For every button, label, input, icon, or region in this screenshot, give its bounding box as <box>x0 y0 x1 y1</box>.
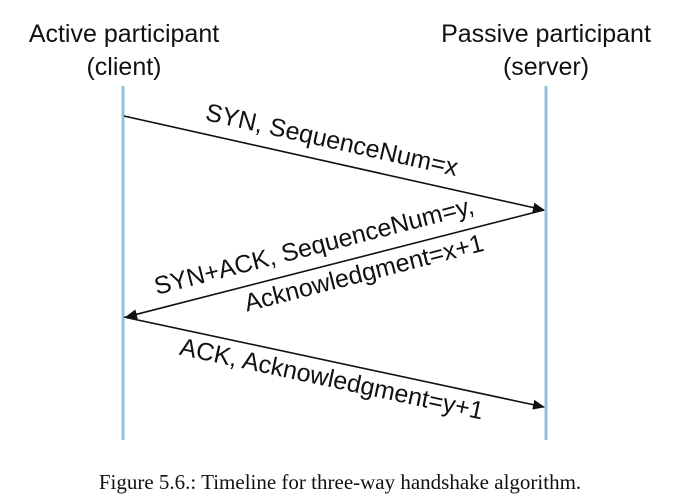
message-ack: ACK, Acknowledgment=y+1 <box>123 316 545 425</box>
ack-label: ACK, Acknowledgment=y+1 <box>177 333 486 425</box>
participant-server: Passive participant (server) <box>441 20 651 81</box>
syn-label: SYN, SequenceNum=x <box>203 98 461 182</box>
server-role: (server) <box>503 53 589 81</box>
participant-client: Active participant (client) <box>29 20 219 81</box>
server-name: Passive participant <box>441 20 651 48</box>
ack-arrow <box>123 316 545 410</box>
client-name: Active participant <box>29 20 219 48</box>
figure-caption: Figure 5.6.: Timeline for three-way hand… <box>99 470 581 494</box>
syn-arrow <box>123 115 545 213</box>
message-syn-ack: SYN+ACK, SequenceNum=y, Acknowledgment=x… <box>125 192 545 320</box>
message-syn: SYN, SequenceNum=x <box>123 98 545 213</box>
syn-ack-arrow <box>125 209 545 320</box>
client-role: (client) <box>86 53 161 81</box>
